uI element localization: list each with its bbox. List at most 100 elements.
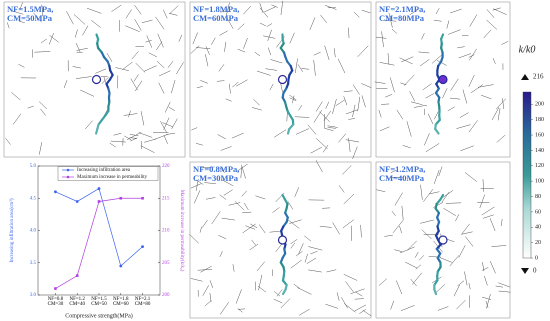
fracture bbox=[129, 133, 139, 137]
fracture bbox=[343, 274, 358, 281]
fracture bbox=[5, 138, 11, 145]
colorbar-title: k/k0 bbox=[519, 44, 536, 55]
fracture bbox=[235, 289, 242, 304]
fracture bbox=[485, 300, 489, 308]
fracture bbox=[200, 80, 209, 84]
fracture bbox=[125, 9, 132, 19]
fracture bbox=[124, 135, 132, 141]
fracture bbox=[431, 55, 442, 64]
point bbox=[97, 200, 101, 203]
fracture bbox=[290, 239, 298, 244]
fracture bbox=[163, 117, 170, 130]
fracture bbox=[224, 41, 227, 52]
fracture bbox=[38, 101, 47, 110]
fracture bbox=[361, 83, 372, 88]
min-arrow bbox=[521, 268, 529, 274]
fracture bbox=[345, 109, 358, 115]
fracture bbox=[190, 183, 202, 189]
fracture bbox=[75, 76, 92, 79]
fracture bbox=[420, 219, 434, 224]
fracture bbox=[144, 138, 157, 143]
x-tick-label: NF=0.8 CM=30 bbox=[47, 297, 64, 308]
fracture bbox=[319, 226, 332, 228]
fracture bbox=[343, 90, 353, 92]
fracture bbox=[33, 12, 42, 23]
fracture bbox=[308, 269, 322, 273]
fracture bbox=[298, 243, 304, 255]
legend-frame bbox=[57, 166, 159, 181]
colorbar bbox=[522, 91, 532, 259]
fracture bbox=[384, 19, 397, 22]
fracture bbox=[287, 219, 300, 229]
fracture bbox=[204, 300, 212, 307]
fracture bbox=[419, 255, 425, 261]
fracture bbox=[267, 47, 272, 56]
fracture bbox=[191, 127, 198, 131]
fracture bbox=[195, 143, 203, 146]
fracture bbox=[115, 67, 129, 71]
fracture bbox=[323, 110, 331, 122]
fracture bbox=[502, 98, 505, 110]
fracture bbox=[257, 285, 267, 293]
fracture bbox=[361, 9, 371, 14]
fracture bbox=[242, 211, 252, 214]
fracture bbox=[352, 104, 356, 118]
fracture bbox=[464, 271, 468, 286]
fracture bbox=[379, 62, 395, 66]
fracture bbox=[264, 6, 276, 13]
point bbox=[119, 264, 123, 268]
fracture bbox=[345, 281, 354, 293]
fracture bbox=[219, 11, 231, 13]
fracture bbox=[495, 98, 507, 110]
x-axis-label: Compressive strength(MPa) bbox=[65, 312, 133, 319]
fracture bbox=[63, 80, 68, 89]
fracture bbox=[350, 288, 365, 295]
crack bbox=[433, 288, 438, 296]
fracture bbox=[276, 289, 283, 297]
fracture bbox=[455, 214, 460, 222]
x-tick-label: NF=2.1 CM=80 bbox=[134, 297, 151, 308]
fracture bbox=[493, 8, 507, 15]
fracture bbox=[231, 132, 244, 139]
fracture bbox=[255, 195, 266, 200]
fracture bbox=[140, 111, 145, 126]
fracture bbox=[337, 58, 346, 74]
fracture bbox=[91, 20, 101, 28]
fracture bbox=[200, 166, 215, 169]
fracture bbox=[449, 97, 461, 100]
crack bbox=[286, 127, 291, 135]
fracture bbox=[138, 132, 153, 138]
fracture bbox=[85, 120, 93, 130]
fracture bbox=[190, 278, 203, 282]
fracture bbox=[354, 304, 366, 312]
colorbar-tick-label: 160 bbox=[535, 132, 544, 138]
fracture bbox=[289, 219, 302, 224]
colorbar-tick-label: 80 bbox=[535, 194, 541, 200]
fracture bbox=[479, 194, 485, 209]
fracture bbox=[457, 46, 465, 49]
fracture bbox=[123, 113, 138, 116]
y-tick-label: 3.0 bbox=[30, 293, 37, 298]
fracture bbox=[310, 146, 322, 154]
fracture bbox=[449, 255, 460, 267]
fracture bbox=[192, 32, 198, 45]
fracture bbox=[461, 223, 470, 235]
fracture bbox=[290, 242, 296, 249]
fracture bbox=[232, 264, 235, 272]
fracture bbox=[336, 292, 340, 301]
fracture bbox=[304, 253, 308, 263]
fracture bbox=[310, 250, 318, 255]
fracture bbox=[410, 101, 423, 105]
crack bbox=[434, 127, 440, 135]
fracture bbox=[216, 80, 225, 82]
fracture bbox=[110, 140, 126, 143]
fracture bbox=[325, 101, 329, 109]
fracture bbox=[446, 20, 450, 29]
fracture bbox=[354, 298, 364, 300]
borehole bbox=[277, 74, 288, 85]
fracture bbox=[259, 22, 266, 27]
fracture bbox=[298, 308, 310, 316]
fracture bbox=[396, 280, 403, 295]
fracture bbox=[253, 99, 260, 106]
fracture bbox=[73, 14, 86, 25]
